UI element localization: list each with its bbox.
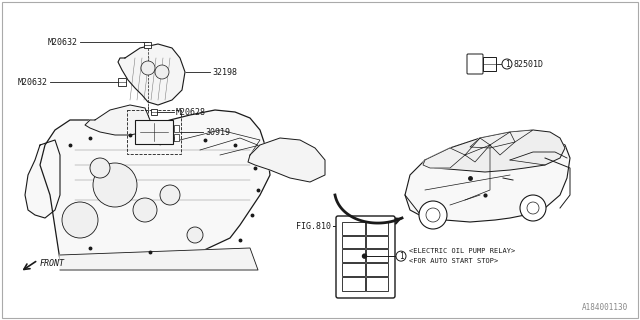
- Bar: [365, 276, 388, 291]
- Text: 32198: 32198: [212, 68, 237, 76]
- Text: FRONT: FRONT: [40, 259, 65, 268]
- Polygon shape: [248, 138, 325, 182]
- Text: 1: 1: [505, 60, 509, 68]
- Circle shape: [520, 195, 546, 221]
- Circle shape: [362, 254, 367, 258]
- Bar: [365, 222, 388, 235]
- Circle shape: [426, 208, 440, 222]
- Bar: [174, 125, 179, 132]
- Polygon shape: [465, 138, 490, 162]
- Bar: [342, 263, 365, 276]
- Bar: [144, 42, 151, 48]
- Circle shape: [90, 158, 110, 178]
- Text: 30919: 30919: [205, 127, 230, 137]
- Bar: [342, 222, 365, 235]
- Bar: [365, 236, 388, 248]
- Text: A184001130: A184001130: [582, 303, 628, 312]
- Circle shape: [93, 163, 137, 207]
- Text: M20632: M20632: [18, 77, 48, 86]
- Polygon shape: [40, 110, 270, 268]
- Bar: [342, 249, 365, 262]
- Polygon shape: [60, 248, 258, 270]
- Bar: [118, 78, 126, 86]
- Polygon shape: [470, 130, 533, 148]
- Circle shape: [396, 251, 406, 261]
- Bar: [483, 57, 496, 71]
- Polygon shape: [118, 44, 185, 105]
- Polygon shape: [423, 130, 565, 172]
- FancyBboxPatch shape: [467, 54, 483, 74]
- Text: 82501D: 82501D: [514, 60, 544, 68]
- Polygon shape: [405, 135, 570, 222]
- Bar: [365, 249, 388, 262]
- Text: <ELECTRIC OIL PUMP RELAY>: <ELECTRIC OIL PUMP RELAY>: [409, 248, 515, 254]
- Text: 1: 1: [399, 252, 403, 260]
- Circle shape: [502, 59, 512, 69]
- Bar: [365, 263, 388, 276]
- Bar: [342, 276, 365, 291]
- Circle shape: [141, 61, 155, 75]
- Bar: [127, 110, 181, 154]
- Polygon shape: [85, 105, 150, 135]
- Circle shape: [527, 202, 539, 214]
- Polygon shape: [423, 148, 465, 168]
- Text: M20632: M20632: [48, 37, 78, 46]
- Text: <FOR AUTO START STOP>: <FOR AUTO START STOP>: [409, 258, 499, 264]
- Bar: [151, 109, 157, 115]
- Circle shape: [187, 227, 203, 243]
- Circle shape: [62, 202, 98, 238]
- Bar: [174, 134, 179, 141]
- Circle shape: [160, 185, 180, 205]
- Text: M20628: M20628: [176, 108, 206, 116]
- Circle shape: [419, 201, 447, 229]
- Circle shape: [133, 198, 157, 222]
- Bar: [342, 236, 365, 248]
- FancyBboxPatch shape: [336, 216, 395, 298]
- Text: FIG.810: FIG.810: [296, 221, 331, 230]
- Polygon shape: [25, 140, 60, 218]
- Bar: [135, 120, 173, 144]
- Polygon shape: [490, 132, 515, 155]
- Circle shape: [155, 65, 169, 79]
